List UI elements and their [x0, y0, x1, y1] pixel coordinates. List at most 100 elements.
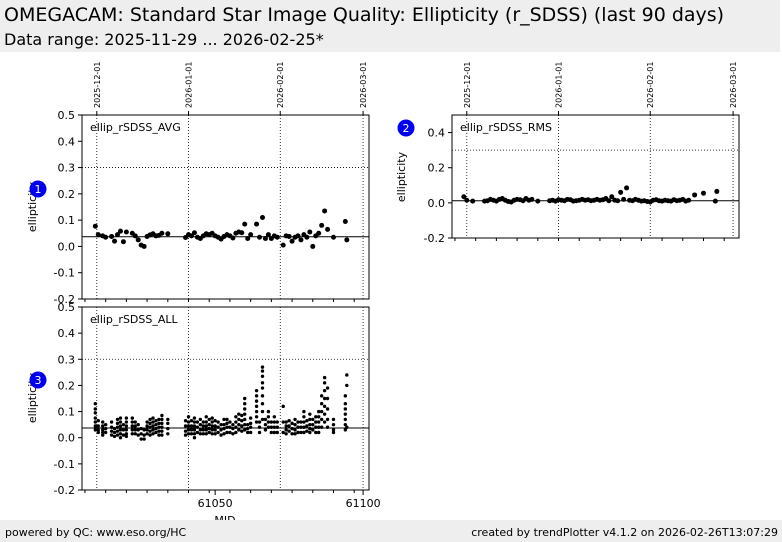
- top-date-label: 2026-02-01: [646, 62, 655, 109]
- data-point: [133, 432, 137, 436]
- data-point: [160, 413, 164, 418]
- top-date-label: 2026-01-01: [555, 62, 564, 109]
- data-point: [254, 221, 260, 227]
- data-point: [266, 415, 271, 419]
- data-point: [115, 232, 121, 238]
- y-tick-label: 0.2: [428, 162, 446, 175]
- data-point: [121, 433, 126, 437]
- data-point: [686, 197, 692, 203]
- data-point: [219, 422, 223, 427]
- data-point: [260, 365, 265, 369]
- data-point: [230, 235, 236, 241]
- data-point: [157, 433, 161, 437]
- data-point: [141, 243, 147, 249]
- data-point: [210, 420, 214, 424]
- y-tick-label: 0.2: [58, 188, 76, 201]
- data-point: [210, 424, 214, 428]
- data-point: [136, 428, 140, 432]
- data-point: [242, 221, 248, 227]
- data-point: [260, 386, 265, 390]
- y-tick-label: -0.1: [54, 458, 75, 471]
- data-point: [225, 421, 229, 426]
- data-point: [248, 425, 253, 429]
- data-point: [148, 433, 152, 437]
- data-point: [101, 430, 105, 435]
- data-point: [624, 185, 630, 191]
- data-point: [319, 222, 325, 228]
- data-point: [714, 188, 720, 194]
- y-tick-label: 0.3: [58, 162, 76, 175]
- data-point: [166, 421, 170, 426]
- data-point: [157, 421, 161, 426]
- data-point: [204, 428, 208, 432]
- data-point: [240, 424, 244, 428]
- data-point: [139, 437, 143, 441]
- data-point: [124, 420, 129, 424]
- data-point: [216, 430, 220, 435]
- data-point: [307, 229, 313, 235]
- data-point: [345, 383, 349, 388]
- data-point: [263, 417, 268, 422]
- y-tick-label: 0.5: [58, 109, 76, 122]
- data-point: [260, 417, 265, 422]
- data-point: [280, 242, 286, 248]
- data-point: [248, 416, 253, 420]
- data-point: [120, 239, 126, 245]
- data-point: [222, 422, 226, 427]
- data-point: [198, 417, 203, 422]
- data-point: [142, 428, 146, 432]
- data-point: [317, 430, 321, 435]
- data-point: [319, 417, 324, 422]
- data-point: [112, 434, 117, 439]
- data-point: [96, 430, 100, 435]
- data-point: [325, 386, 330, 390]
- data-point: [311, 422, 315, 427]
- series-label: ellip_rSDSS_ALL: [90, 313, 179, 326]
- data-point: [157, 429, 161, 433]
- data-point: [299, 425, 303, 429]
- data-point: [109, 429, 114, 433]
- data-point: [311, 428, 315, 432]
- data-point: [269, 420, 274, 424]
- data-point: [245, 422, 250, 427]
- data-point: [160, 429, 164, 433]
- data-point: [293, 422, 297, 427]
- data-point: [319, 402, 324, 406]
- data-point: [263, 422, 268, 427]
- data-point: [109, 425, 114, 429]
- data-point: [272, 430, 277, 435]
- data-point: [192, 420, 197, 424]
- data-point: [189, 432, 194, 436]
- chart-panel-2: -0.2 0.0 0.2 0.4 2025-12-01 2026-01-01 2026-02…: [395, 62, 740, 245]
- data-point: [305, 424, 309, 428]
- panel-number-label: 2: [403, 122, 410, 135]
- data-point: [260, 409, 265, 414]
- data-point: [151, 420, 155, 424]
- data-point: [151, 432, 155, 436]
- data-point: [302, 409, 306, 414]
- y-tick-label: -0.1: [54, 267, 75, 280]
- data-point: [287, 429, 291, 433]
- data-point: [290, 426, 294, 431]
- data-point: [314, 430, 318, 435]
- data-point: [343, 417, 348, 422]
- data-point: [139, 426, 143, 431]
- data-point: [145, 420, 149, 424]
- data-point: [123, 229, 129, 235]
- data-point: [124, 424, 129, 428]
- data-point: [115, 433, 120, 437]
- data-point: [322, 420, 327, 424]
- data-point: [195, 425, 200, 429]
- data-point: [130, 420, 134, 424]
- data-point: [621, 196, 627, 202]
- data-point: [240, 419, 244, 423]
- data-point: [529, 196, 535, 202]
- data-point: [92, 223, 98, 229]
- data-point: [257, 425, 262, 429]
- data-point: [198, 428, 203, 432]
- data-point: [183, 429, 188, 433]
- data-point: [201, 428, 206, 432]
- y-tick-label: 0.0: [58, 432, 76, 445]
- data-point: [109, 433, 114, 437]
